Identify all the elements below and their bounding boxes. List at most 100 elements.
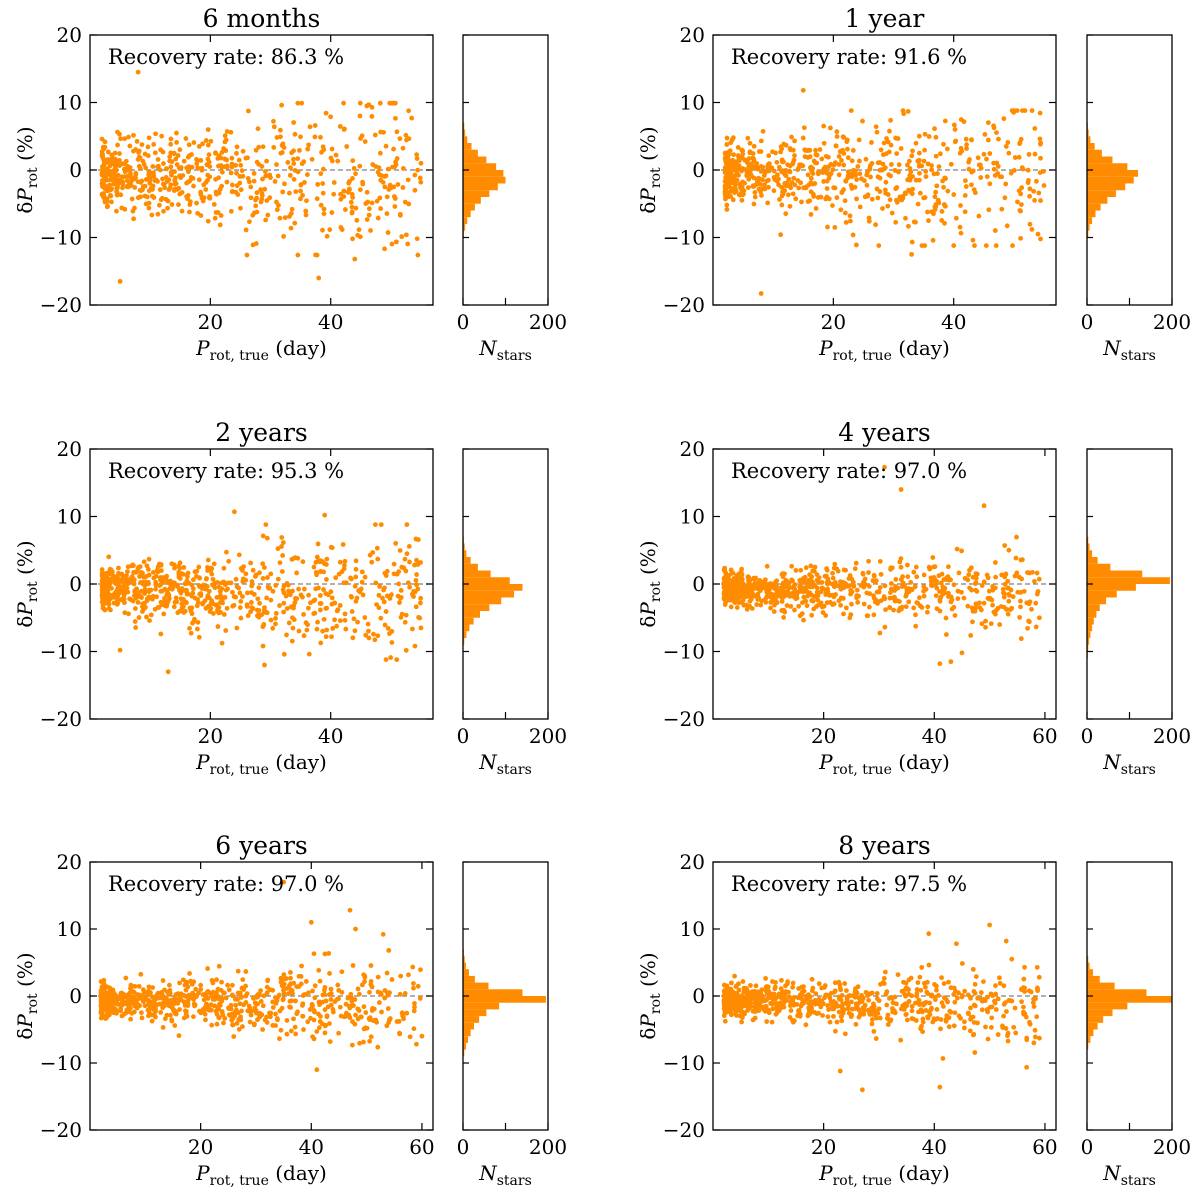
data-point bbox=[947, 1008, 953, 1014]
data-point bbox=[333, 575, 339, 581]
data-point bbox=[400, 145, 406, 151]
data-point bbox=[962, 178, 968, 184]
histogram-bar bbox=[463, 631, 467, 638]
data-point bbox=[737, 192, 743, 198]
data-point bbox=[724, 207, 730, 212]
data-point bbox=[981, 600, 987, 606]
data-point bbox=[841, 187, 846, 193]
data-point bbox=[921, 195, 927, 201]
data-point bbox=[233, 576, 239, 582]
data-point bbox=[991, 609, 997, 615]
data-point bbox=[792, 153, 797, 158]
data-point bbox=[254, 159, 260, 165]
data-point bbox=[784, 603, 790, 608]
data-point-outlier bbox=[308, 919, 314, 925]
data-point bbox=[183, 136, 189, 141]
y-axis-label-subscript: rot bbox=[25, 993, 41, 1014]
data-point bbox=[895, 972, 901, 978]
y-axis-label-unit: (%) bbox=[636, 540, 660, 581]
data-point bbox=[136, 615, 142, 620]
x-tick-label: 40 bbox=[318, 724, 343, 748]
data-point bbox=[951, 122, 957, 128]
data-point bbox=[388, 655, 394, 660]
y-tick-label: −10 bbox=[40, 1051, 82, 1075]
x-axis-label: Prot, true (day) bbox=[195, 750, 327, 778]
data-point bbox=[758, 149, 764, 154]
data-point bbox=[834, 1019, 840, 1025]
data-point bbox=[209, 1022, 215, 1028]
data-point bbox=[206, 152, 212, 158]
data-point bbox=[914, 987, 920, 992]
data-point bbox=[885, 1012, 891, 1018]
histogram-bar bbox=[1087, 203, 1101, 211]
data-point bbox=[139, 993, 145, 998]
data-point bbox=[778, 986, 784, 992]
y-tick-label: −20 bbox=[663, 707, 705, 731]
data-point bbox=[905, 109, 911, 114]
data-point bbox=[282, 181, 287, 187]
data-point bbox=[281, 234, 287, 239]
data-point bbox=[384, 593, 390, 599]
histogram-bar bbox=[1087, 197, 1108, 204]
data-point bbox=[1027, 221, 1033, 227]
data-point bbox=[1024, 1035, 1030, 1041]
data-point bbox=[264, 535, 270, 541]
data-point bbox=[168, 141, 174, 147]
y-tick-label: 20 bbox=[680, 437, 705, 461]
data-point bbox=[892, 598, 898, 604]
data-point bbox=[842, 981, 848, 986]
data-point bbox=[344, 144, 350, 149]
data-point bbox=[755, 597, 761, 602]
data-point bbox=[972, 990, 978, 996]
data-point bbox=[397, 548, 403, 553]
data-point bbox=[976, 213, 982, 219]
data-point bbox=[776, 176, 781, 182]
data-point bbox=[322, 987, 327, 993]
data-point bbox=[985, 1036, 991, 1042]
data-point bbox=[795, 167, 801, 173]
data-point bbox=[356, 227, 362, 233]
data-point bbox=[128, 576, 134, 581]
data-point bbox=[773, 1001, 779, 1006]
data-point bbox=[155, 211, 161, 217]
data-point bbox=[1026, 601, 1032, 607]
data-point bbox=[942, 118, 948, 124]
data-point bbox=[782, 609, 788, 615]
data-point bbox=[893, 219, 899, 225]
data-point bbox=[988, 621, 994, 627]
data-point-outlier bbox=[165, 669, 171, 675]
data-point bbox=[399, 234, 405, 240]
data-point bbox=[414, 152, 420, 158]
data-point bbox=[184, 591, 190, 597]
data-point bbox=[825, 224, 830, 230]
data-point bbox=[216, 1015, 222, 1021]
data-point bbox=[898, 564, 904, 570]
data-point-outlier bbox=[412, 187, 418, 193]
data-point bbox=[163, 196, 169, 202]
data-point bbox=[100, 588, 106, 594]
data-point-outlier bbox=[418, 625, 424, 631]
data-point bbox=[803, 994, 809, 999]
data-point bbox=[167, 1012, 173, 1018]
data-point bbox=[342, 207, 348, 212]
data-point bbox=[916, 150, 922, 156]
data-point bbox=[832, 224, 838, 230]
data-point bbox=[909, 239, 915, 245]
data-point bbox=[374, 198, 380, 204]
data-point bbox=[888, 142, 894, 148]
data-point bbox=[178, 571, 184, 576]
data-point bbox=[216, 584, 222, 590]
data-point bbox=[776, 1008, 782, 1014]
data-point bbox=[811, 593, 817, 599]
data-point bbox=[102, 166, 107, 172]
data-point bbox=[785, 192, 791, 198]
data-point bbox=[832, 988, 838, 994]
data-point bbox=[930, 237, 936, 243]
data-point bbox=[178, 596, 184, 602]
data-point bbox=[165, 590, 170, 596]
data-point-outlier bbox=[1037, 615, 1042, 621]
x-axis-label-symbol: P bbox=[195, 336, 210, 360]
y-tick-label: −10 bbox=[663, 640, 705, 664]
y-axis-label-delta: δ bbox=[13, 1028, 37, 1040]
